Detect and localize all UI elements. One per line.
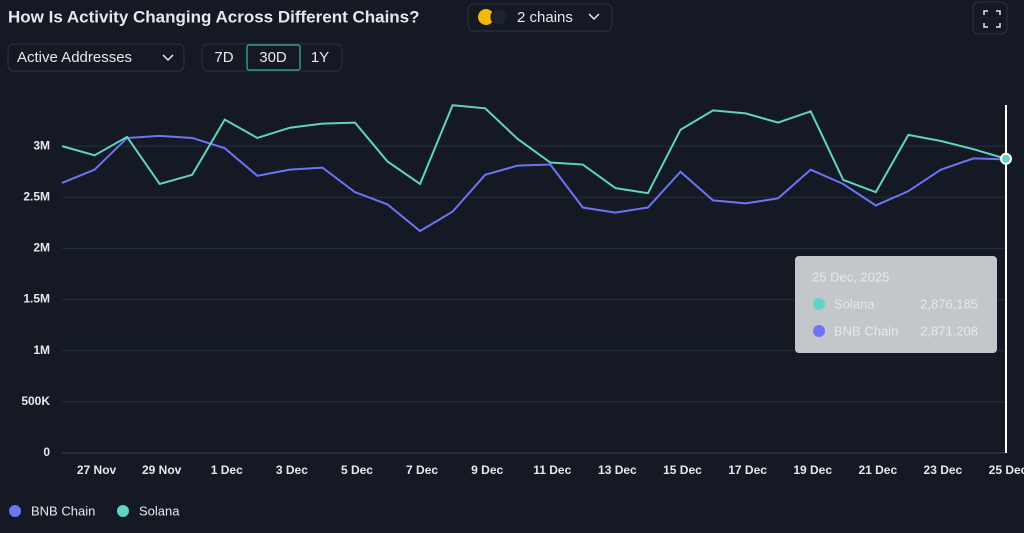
x-tick-label: 13 Dec [598, 463, 637, 477]
range-tab[interactable]: 7D [214, 49, 233, 66]
chart-title: How Is Activity Changing Across Differen… [8, 7, 420, 26]
x-tick-label: 25 Dec [989, 463, 1024, 477]
x-tick-label: 7 Dec [406, 463, 438, 477]
tooltip-title: 25 Dec, 2025 [812, 269, 889, 284]
x-tick-label: 9 Dec [471, 463, 503, 477]
x-tick-label: 29 Nov [142, 463, 182, 477]
x-tick-label: 5 Dec [341, 463, 373, 477]
y-tick-label: 2.5M [23, 189, 50, 203]
bnb-icon [478, 9, 494, 25]
expand-icon [983, 10, 1001, 28]
range-tab[interactable]: 1Y [311, 49, 329, 66]
x-tick-label: 21 Dec [858, 463, 897, 477]
chain-selector-label: 2 chains [517, 9, 573, 26]
y-tick-label: 1.5M [23, 292, 50, 306]
expand-button[interactable] [972, 1, 1008, 35]
hover-point [1000, 152, 1012, 165]
range-tab[interactable]: 30D [259, 49, 287, 66]
x-tick-label: 1 Dec [211, 463, 243, 477]
series-line [61, 104, 1007, 195]
chevron [588, 13, 600, 21]
tooltip-value: 2,876,185 [920, 296, 978, 311]
legend-swatch[interactable] [117, 505, 129, 517]
y-tick-label: 0 [43, 445, 50, 459]
chevron [162, 54, 174, 62]
legend-label[interactable]: BNB Chain [31, 503, 95, 518]
y-tick-label: 2M [33, 241, 50, 255]
y-tick-label: 500K [21, 394, 50, 408]
metric-box[interactable] [7, 43, 185, 72]
chain-selector[interactable]: 2 chains [467, 3, 613, 32]
metric-label: Active Addresses [17, 49, 132, 66]
tooltip-name: Solana [834, 296, 875, 311]
legend-swatch[interactable] [9, 505, 21, 517]
range-tab-active[interactable] [246, 44, 301, 71]
tooltip-box [795, 256, 997, 353]
tooltip-swatch [813, 298, 825, 310]
x-tick-label: 17 Dec [728, 463, 767, 477]
y-tick-label: 3M [33, 138, 50, 152]
chain-selector-box[interactable] [467, 3, 613, 32]
tooltip-swatch [813, 325, 825, 337]
x-tick-label: 11 Dec [533, 463, 571, 477]
x-tick-label: 3 Dec [276, 463, 308, 477]
x-tick-label: 19 Dec [793, 463, 832, 477]
range-tabs [201, 43, 343, 72]
series-line [61, 134, 1007, 233]
x-tick-label: 15 Dec [663, 463, 702, 477]
x-tick-label: 27 Nov [77, 463, 117, 477]
tooltip-name: BNB Chain [834, 323, 898, 338]
tooltip-value: 2,871,208 [920, 323, 978, 338]
x-tick-label: 23 Dec [924, 463, 963, 477]
solana-icon [490, 8, 508, 26]
metric-dropdown[interactable]: Active Addresses [7, 43, 185, 72]
legend-label[interactable]: Solana [139, 503, 180, 518]
y-tick-label: 1M [33, 343, 50, 357]
expand-box[interactable] [972, 1, 1008, 35]
